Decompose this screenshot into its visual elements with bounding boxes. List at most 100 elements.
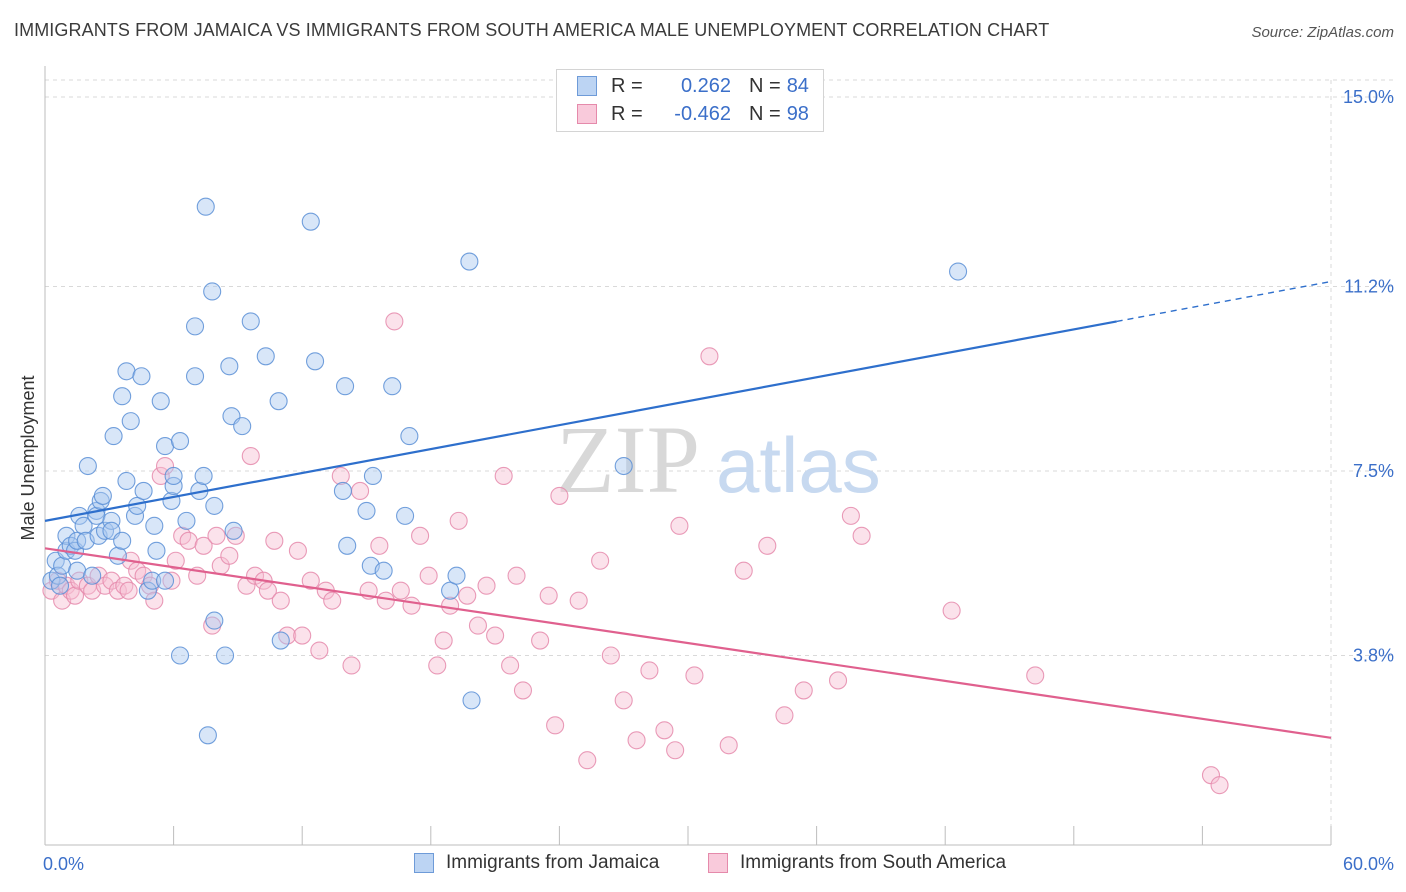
south-america-point	[685, 666, 704, 685]
jamaica-point	[336, 377, 355, 396]
south-america-point	[241, 446, 260, 466]
south-america-point	[166, 551, 185, 570]
south-america-point	[841, 506, 860, 525]
jamaica-point	[205, 611, 224, 630]
legend-row-jamaica: R = 0.262 N = 84	[577, 74, 809, 98]
south-america-point	[468, 616, 488, 635]
jamaica-point	[333, 481, 352, 500]
south-america-point	[293, 626, 312, 645]
y-tick-label: 7.5%	[1353, 461, 1394, 481]
south-america-point	[550, 486, 569, 505]
jamaica-point	[233, 417, 252, 436]
jamaica-point	[117, 471, 136, 491]
x-tick-label-max: 60.0%	[1343, 854, 1394, 874]
south-america-point	[65, 586, 85, 605]
watermark-atlas: atlas	[716, 421, 881, 509]
jamaica-point	[50, 576, 70, 595]
jamaica-point	[256, 347, 275, 366]
jamaica-point	[155, 437, 175, 456]
legend-swatch-pink	[577, 104, 597, 124]
south-america-point	[1210, 776, 1229, 795]
legend-n-label: N =	[749, 74, 781, 97]
jamaica-point	[68, 561, 87, 580]
south-america-point	[670, 516, 689, 535]
y-tick-label: 15.0%	[1343, 87, 1394, 107]
jamaica-point	[78, 456, 97, 476]
south-america-point	[411, 526, 430, 545]
series-label-south-america: Immigrants from South America	[740, 852, 1007, 873]
south-america-point	[655, 721, 674, 740]
stats-legend: R = 0.262 N = 84 R = -0.462 N = 98	[556, 69, 824, 132]
series-legend-jamaica: Immigrants from Jamaica	[414, 852, 659, 874]
jamaica-point	[194, 466, 213, 486]
jamaica-point	[374, 561, 393, 580]
south-america-point	[449, 511, 468, 530]
south-america-point	[758, 536, 777, 555]
legend-n-label: N =	[749, 102, 781, 125]
jamaica-point	[396, 506, 415, 525]
jamaica-point	[108, 546, 127, 565]
south-america-point	[385, 312, 404, 331]
south-america-point	[207, 526, 226, 545]
south-america-point	[428, 656, 447, 675]
south-america-point	[546, 716, 565, 735]
south-america-point	[531, 631, 550, 650]
jamaica-point	[177, 511, 196, 530]
jamaica-point	[74, 516, 93, 535]
south-america-point	[1026, 666, 1045, 685]
jamaica-point	[95, 521, 115, 540]
jamaica-point	[460, 252, 479, 271]
south-america-point	[852, 526, 871, 545]
jamaica-point	[269, 392, 288, 411]
south-america-point	[627, 731, 646, 750]
south-america-point	[271, 591, 290, 610]
watermark-zip: ZIP	[556, 406, 700, 513]
south-america-point	[507, 566, 526, 585]
south-america-point	[501, 656, 520, 675]
jamaica-point	[357, 501, 376, 520]
south-america-point	[700, 347, 719, 366]
legend-swatch-blue	[577, 76, 597, 96]
south-america-point	[342, 656, 361, 675]
data-points	[42, 197, 1229, 795]
south-america-point	[179, 531, 198, 550]
south-america-point	[323, 591, 342, 610]
jamaica-point	[138, 581, 157, 600]
jamaica-point	[383, 377, 402, 396]
legend-r-value: 0.262	[680, 74, 731, 97]
jamaica-point	[164, 466, 183, 486]
jamaica-point	[215, 646, 235, 665]
jamaica-point	[400, 427, 419, 446]
jamaica-trend-line	[44, 320, 1117, 522]
south-america-point	[301, 571, 320, 590]
south-america-point	[614, 691, 633, 710]
jamaica-point	[113, 531, 132, 550]
y-axis-title: Male Unemployment	[18, 375, 38, 540]
source-note: Source: ZipAtlas.com	[1251, 24, 1394, 41]
south-america-point	[370, 536, 389, 555]
jamaica-point	[198, 726, 217, 745]
south-america-point	[458, 586, 477, 605]
south-america-point	[734, 561, 753, 580]
jamaica-point	[170, 432, 190, 451]
south-america-point	[486, 626, 505, 645]
south-america-point	[477, 576, 496, 595]
south-america-point	[391, 581, 410, 600]
jamaica-point	[151, 392, 170, 411]
jamaica-point	[224, 521, 243, 540]
legend-n-value: 98	[786, 102, 809, 125]
south-america-point	[775, 706, 794, 725]
tick-labels: 3.8% 7.5% 11.2% 15.0% 0.0% 60.0%	[43, 87, 1394, 874]
legend-r-label: R =	[611, 102, 643, 125]
x-tick-label-min: 0.0%	[43, 854, 84, 874]
legend-r-label: R =	[611, 74, 643, 97]
south-america-point	[134, 566, 153, 585]
jamaica-point	[462, 691, 481, 710]
south-america-point	[265, 531, 284, 550]
south-america-point	[310, 641, 329, 660]
jamaica-point	[447, 566, 466, 585]
legend-row-south-america: R = -0.462 N = 98	[577, 102, 809, 126]
series-label-jamaica: Immigrants from Jamaica	[446, 852, 660, 873]
jamaica-point	[162, 491, 181, 510]
south-america-point	[569, 591, 588, 610]
